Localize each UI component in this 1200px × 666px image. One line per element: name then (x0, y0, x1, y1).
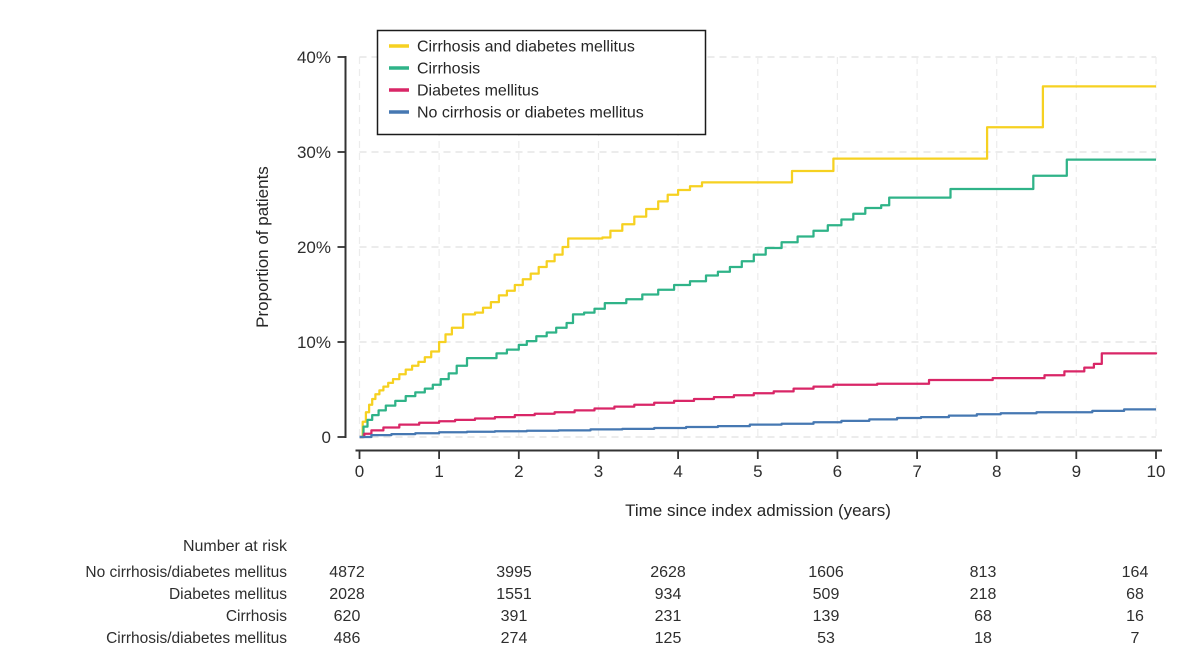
risk-value: 934 (655, 586, 682, 603)
risk-value: 139 (813, 608, 840, 625)
risk-value: 164 (1122, 564, 1149, 581)
axes: 0 10% 20% 30% 40% 0 1 2 3 4 5 6 7 8 9 10 (297, 48, 1165, 481)
y-axis-title: Proportion of patients (253, 166, 272, 328)
risk-value: 2028 (329, 586, 365, 603)
risk-value: 7 (1131, 630, 1140, 647)
risk-value: 125 (655, 630, 682, 647)
risk-value: 53 (817, 630, 835, 647)
curve-cirrhosis (359, 158, 1156, 439)
legend-label: Cirrhosis (417, 61, 480, 78)
x-tick-label: 1 (434, 462, 443, 481)
risk-value: 391 (501, 608, 528, 625)
risk-value: 813 (970, 564, 997, 581)
risk-value: 3995 (496, 564, 532, 581)
x-tick-label: 10 (1147, 462, 1166, 481)
risk-value: 1551 (496, 586, 532, 603)
curve-no-cirrhosis-or-diabetes-mellitus (359, 408, 1156, 439)
gridlines (358, 56, 1157, 438)
survival-curves (359, 85, 1158, 439)
legend-label: No cirrhosis or diabetes mellitus (417, 105, 644, 122)
risk-row-label: Diabetes mellitus (169, 586, 287, 603)
risk-value: 68 (1126, 586, 1144, 603)
y-tick-label: 10% (297, 333, 331, 352)
x-tick-label: 2 (514, 462, 523, 481)
legend-label: Diabetes mellitus (417, 83, 539, 100)
risk-value: 68 (974, 608, 992, 625)
risk-row-label: No cirrhosis/diabetes mellitus (85, 564, 287, 581)
risk-value: 486 (334, 630, 361, 647)
x-tick-label: 6 (833, 462, 842, 481)
x-tick-label: 3 (594, 462, 603, 481)
risk-value: 1606 (808, 564, 844, 581)
y-tick-label: 40% (297, 48, 331, 67)
y-tick-label: 0 (322, 428, 331, 447)
legend-label: Cirrhosis and diabetes mellitus (417, 39, 635, 56)
x-axis-title: Time since index admission (years) (625, 501, 891, 520)
risk-value: 218 (970, 586, 997, 603)
curve-cirrhosis-and-diabetes-mellitus (359, 85, 1156, 439)
x-tick-label: 8 (992, 462, 1001, 481)
risk-value: 274 (501, 630, 528, 647)
risk-table-title: Number at risk (183, 538, 288, 555)
risk-value: 509 (813, 586, 840, 603)
risk-value: 18 (974, 630, 992, 647)
y-tick-label: 20% (297, 238, 331, 257)
risk-value: 231 (655, 608, 682, 625)
x-tick-label: 4 (673, 462, 682, 481)
risk-value: 16 (1126, 608, 1144, 625)
x-tick-label: 9 (1072, 462, 1081, 481)
y-tick-label: 30% (297, 143, 331, 162)
x-tick-label: 5 (753, 462, 762, 481)
legend-box (376, 29, 707, 136)
risk-row-label: Cirrhosis/diabetes mellitus (106, 630, 287, 647)
risk-value: 2628 (650, 564, 686, 581)
curve-diabetes-mellitus (359, 352, 1158, 439)
risk-value: 4872 (329, 564, 365, 581)
risk-row-label: Cirrhosis (226, 608, 287, 625)
risk-value: 620 (334, 608, 361, 625)
x-tick-label: 7 (912, 462, 921, 481)
number-at-risk-table: Number at risk No cirrhosis/diabetes mel… (85, 538, 1148, 647)
x-tick-label: 0 (355, 462, 364, 481)
legend: Cirrhosis and diabetes mellitus Cirrhosis… (376, 29, 707, 136)
